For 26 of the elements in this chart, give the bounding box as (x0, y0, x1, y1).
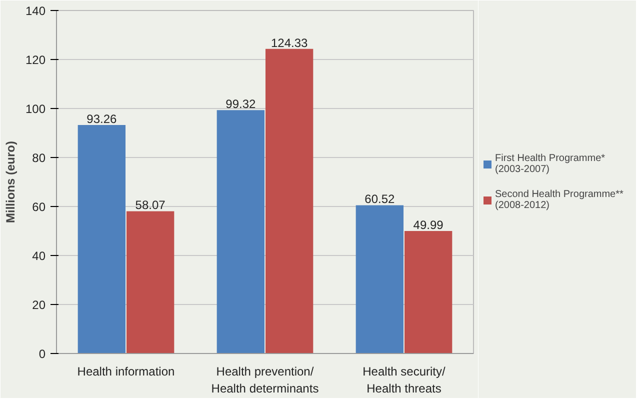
data-label: 124.33 (270, 36, 308, 50)
bar (126, 211, 174, 354)
y-axis-title: Millions (euro) (3, 141, 18, 223)
y-tick-label: 140 (25, 4, 46, 18)
y-tick-label: 20 (32, 298, 46, 312)
bar (78, 125, 126, 354)
y-tick-label: 80 (32, 151, 46, 165)
data-label: 60.52 (364, 192, 396, 206)
x-tick-label: Health prevention/ Health determinants (211, 364, 319, 396)
data-label: 58.07 (135, 198, 166, 212)
bar (216, 110, 265, 354)
bar (404, 231, 452, 354)
legend-label: First Health Programme* (2003-2007) (495, 152, 606, 174)
x-tick-label: Health security/ Health threats (362, 364, 446, 396)
x-tick-label: Health information (77, 364, 175, 378)
y-tick-label: 40 (32, 249, 46, 263)
y-tick-label: 100 (25, 102, 46, 116)
data-label: 93.26 (86, 112, 118, 126)
legend-label: Second Health Programme** (2008-2012) (495, 188, 624, 210)
data-label: 49.99 (413, 218, 444, 232)
data-label: 99.32 (226, 97, 256, 112)
bar (356, 205, 404, 354)
y-tick-label: 0 (38, 347, 46, 361)
y-tick-label: 120 (25, 53, 46, 67)
bar (265, 48, 314, 354)
y-tick-label: 60 (32, 200, 46, 214)
